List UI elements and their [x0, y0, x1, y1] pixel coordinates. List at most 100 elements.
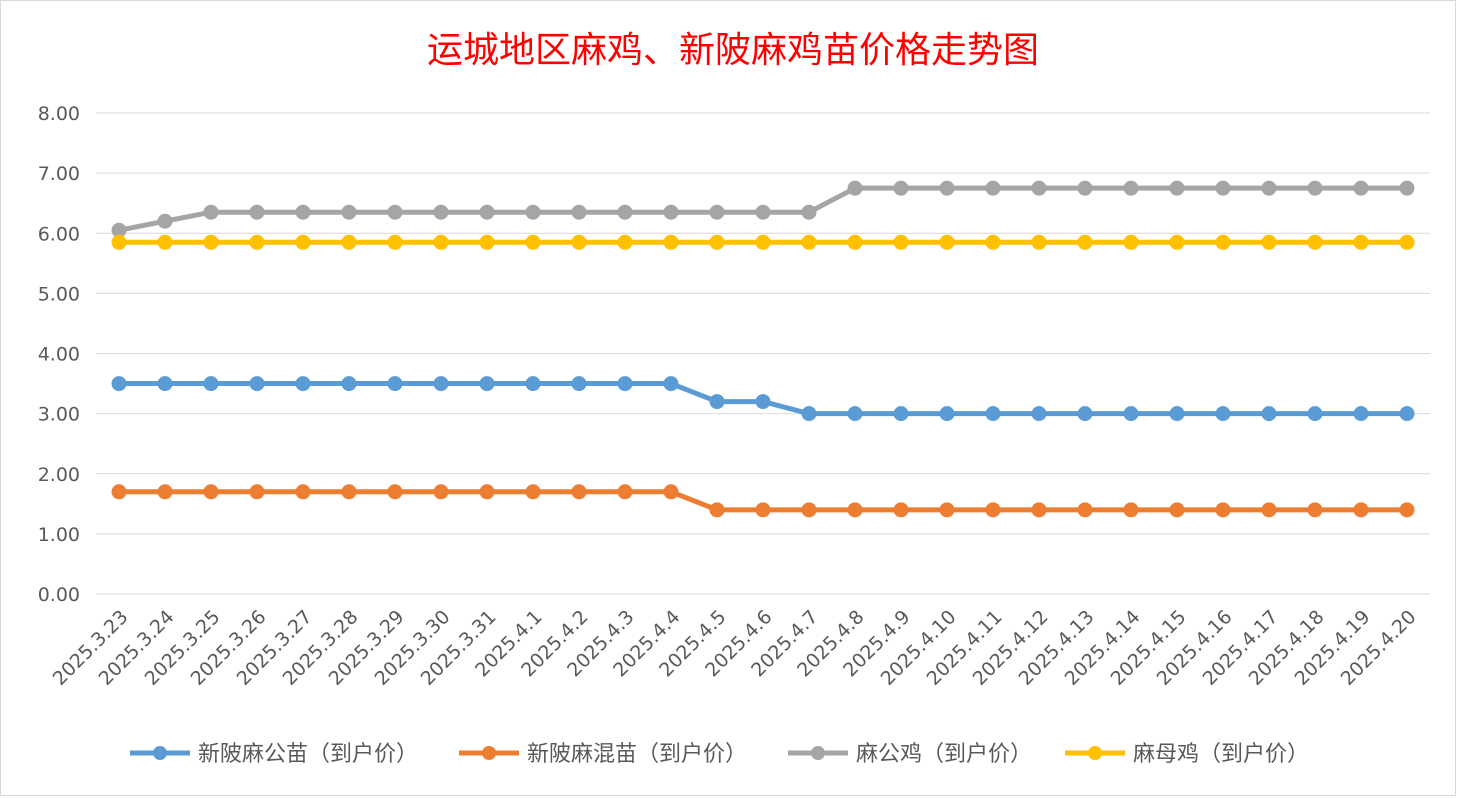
legend-label: 麻公鸡（到户价） — [856, 742, 1032, 767]
data-point — [1031, 502, 1047, 518]
data-point — [249, 234, 265, 250]
y-tick-label: 7.00 — [38, 163, 80, 185]
data-point — [295, 484, 311, 500]
data-point — [525, 234, 541, 250]
data-point — [1031, 234, 1047, 250]
data-point — [709, 502, 725, 518]
data-point — [709, 394, 725, 410]
legend-label: 新陂麻混苗（到户价） — [527, 742, 747, 767]
data-point — [1399, 234, 1415, 250]
data-point — [893, 502, 909, 518]
data-point — [1077, 180, 1093, 196]
data-point — [1353, 234, 1369, 250]
data-point — [295, 376, 311, 392]
data-point — [1399, 180, 1415, 196]
data-point — [893, 180, 909, 196]
grid — [96, 112, 1430, 595]
y-tick-label: 8.00 — [38, 103, 80, 125]
data-point — [663, 234, 679, 250]
data-point — [1399, 502, 1415, 518]
data-point — [985, 502, 1001, 518]
data-point — [157, 234, 173, 250]
data-point — [801, 406, 817, 422]
legend-label: 麻母鸡（到户价） — [1133, 742, 1309, 767]
data-point — [525, 376, 541, 392]
data-point — [985, 180, 1001, 196]
data-point — [617, 484, 633, 500]
data-point — [387, 376, 403, 392]
data-point — [847, 502, 863, 518]
data-point — [249, 204, 265, 220]
legend-item: 新陂麻公苗（到户价） — [130, 742, 418, 767]
data-point — [111, 484, 127, 500]
data-point — [1353, 502, 1369, 518]
data-point — [341, 376, 357, 392]
legend-item: 麻公鸡（到户价） — [788, 742, 1032, 767]
data-point — [111, 234, 127, 250]
data-point — [939, 406, 955, 422]
data-point — [755, 204, 771, 220]
data-point — [433, 484, 449, 500]
data-point — [755, 394, 771, 410]
data-point — [387, 484, 403, 500]
data-point — [433, 234, 449, 250]
data-point — [985, 406, 1001, 422]
data-point — [1031, 406, 1047, 422]
data-point — [249, 484, 265, 500]
data-point — [157, 484, 173, 500]
data-point — [111, 376, 127, 392]
y-tick-label: 6.00 — [38, 223, 80, 245]
legend-label: 新陂麻公苗（到户价） — [198, 742, 418, 767]
data-point — [387, 204, 403, 220]
data-point — [203, 376, 219, 392]
data-point — [525, 204, 541, 220]
data-point — [939, 234, 955, 250]
data-point — [663, 204, 679, 220]
data-point — [433, 204, 449, 220]
data-point — [479, 204, 495, 220]
data-point — [1031, 180, 1047, 196]
data-point — [157, 376, 173, 392]
data-point — [847, 234, 863, 250]
data-point — [663, 484, 679, 500]
data-point — [1261, 180, 1277, 196]
series-4 — [111, 234, 1415, 250]
data-point — [1399, 406, 1415, 422]
data-point — [341, 484, 357, 500]
series-3 — [111, 180, 1415, 238]
data-point — [1123, 180, 1139, 196]
y-axis-ticks: 0.00 1.00 2.00 3.00 4.00 5.00 6.00 7.00 8.00 — [38, 103, 80, 606]
data-point — [1077, 502, 1093, 518]
data-point — [341, 234, 357, 250]
data-point — [709, 234, 725, 250]
data-point — [847, 180, 863, 196]
data-point — [1123, 234, 1139, 250]
data-point — [985, 234, 1001, 250]
series-2 — [111, 484, 1415, 518]
data-point — [801, 502, 817, 518]
data-point — [755, 234, 771, 250]
data-point — [617, 376, 633, 392]
data-point — [1169, 502, 1185, 518]
data-point — [203, 234, 219, 250]
data-point — [939, 502, 955, 518]
series-layer — [111, 180, 1415, 518]
data-point — [479, 234, 495, 250]
data-point — [893, 406, 909, 422]
data-point — [1215, 502, 1231, 518]
data-point — [479, 484, 495, 500]
legend: 新陂麻公苗（到户价） 新陂麻混苗（到户价） 麻公鸡（到户价） 麻母鸡（到户价） — [130, 742, 1309, 767]
data-point — [709, 204, 725, 220]
data-point — [571, 204, 587, 220]
data-point — [1307, 180, 1323, 196]
data-point — [571, 376, 587, 392]
data-point — [203, 204, 219, 220]
data-point — [1123, 406, 1139, 422]
legend-swatch-marker — [811, 746, 825, 760]
data-point — [387, 234, 403, 250]
data-point — [1169, 234, 1185, 250]
legend-swatch-marker — [1088, 746, 1102, 760]
y-tick-label: 5.00 — [38, 283, 80, 305]
